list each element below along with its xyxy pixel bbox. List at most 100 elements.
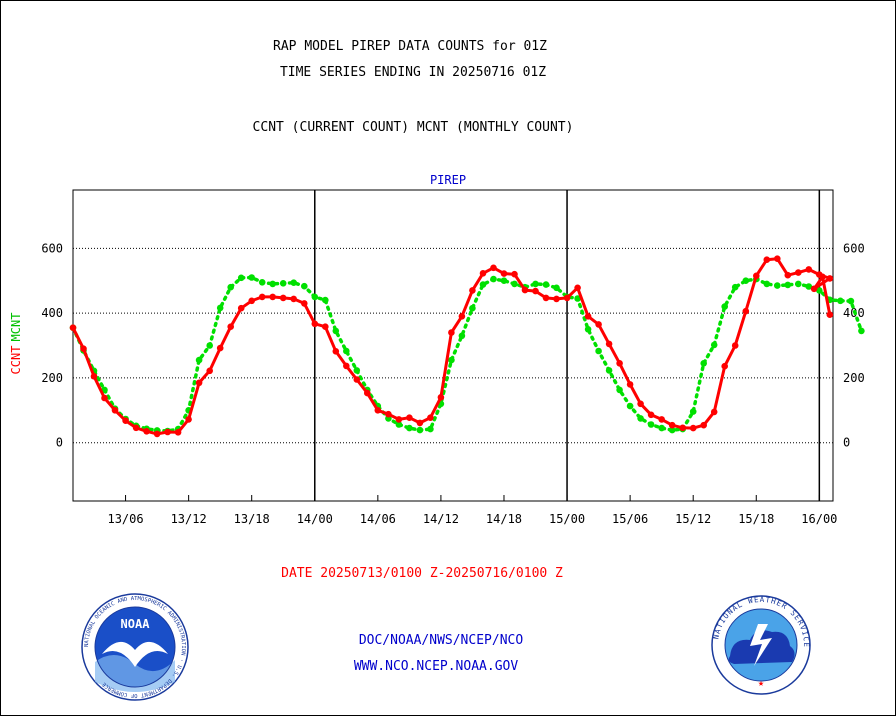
chart-subtitle: CCNT (CURRENT COUNT) MCNT (MONTHLY COUNT… <box>252 120 574 135</box>
xtick-label: 14/18 <box>486 512 522 526</box>
data-point-ccnt <box>542 294 550 302</box>
data-point-ccnt <box>595 321 602 328</box>
data-point-mcnt <box>448 356 455 364</box>
data-point-ccnt <box>731 342 739 349</box>
data-point-mcnt <box>689 408 697 415</box>
data-point-mcnt <box>269 280 277 288</box>
data-point-mcnt <box>731 283 739 291</box>
data-point-mcnt <box>395 421 403 428</box>
xtick-label: 13/18 <box>234 512 270 526</box>
data-point-mcnt <box>490 275 497 283</box>
nws-logo: ★ NATIONAL WEATHER SERVICE <box>711 595 811 695</box>
data-point-ccnt <box>80 345 87 353</box>
data-point-mcnt <box>542 281 550 288</box>
data-point-ccnt <box>616 360 623 367</box>
data-point-mcnt <box>511 280 518 288</box>
data-point-ccnt <box>574 284 581 292</box>
data-point-ccnt <box>132 424 140 432</box>
xtick-label: 13/06 <box>107 512 143 526</box>
data-point-ccnt <box>122 417 129 425</box>
data-point-ccnt <box>258 293 266 301</box>
data-point-mcnt <box>816 287 823 294</box>
ylabel-ccnt: CCNT <box>9 346 23 375</box>
data-point-mcnt <box>479 281 487 288</box>
data-point-mcnt <box>795 280 802 288</box>
data-point-ccnt <box>416 419 424 427</box>
data-point-mcnt <box>237 274 245 282</box>
data-point-ccnt <box>826 311 834 319</box>
data-point-ccnt <box>563 294 571 302</box>
url-line: WWW.NCO.NCEP.NOAA.GOV <box>353 659 519 674</box>
data-point-ccnt <box>301 300 308 307</box>
data-point-mcnt <box>553 284 560 292</box>
data-point-ccnt <box>584 313 592 320</box>
data-point-ccnt <box>511 270 518 278</box>
data-point-ccnt <box>227 323 234 331</box>
grid-lines <box>73 247 833 444</box>
y-axis-labels: CCNT MCNT <box>9 313 23 375</box>
data-point-mcnt <box>668 426 676 434</box>
data-point-ccnt <box>69 324 77 332</box>
data-point-ccnt <box>753 272 760 280</box>
data-point-mcnt <box>574 295 581 302</box>
data-point-mcnt <box>858 327 865 335</box>
data-point-ccnt <box>343 362 350 370</box>
data-point-ccnt <box>111 407 119 414</box>
data-point-mcnt <box>406 424 413 432</box>
ytick-right-200: 200 <box>843 371 865 385</box>
chart-title-line-1: RAP MODEL PIREP DATA COUNTS for 01Z <box>273 39 547 54</box>
data-point-mcnt <box>500 277 508 285</box>
xtick-label: 16/00 <box>801 512 837 526</box>
data-point-mcnt <box>206 342 213 349</box>
data-point-mcnt <box>616 386 623 394</box>
data-point-ccnt <box>795 269 802 276</box>
data-point-ccnt <box>216 344 224 352</box>
data-point-ccnt <box>689 424 697 432</box>
data-point-mcnt <box>353 367 361 374</box>
data-point-ccnt <box>469 287 476 294</box>
series-layer <box>69 255 865 438</box>
ytick-left-600: 600 <box>41 241 63 255</box>
data-point-ccnt <box>826 275 834 282</box>
data-point-ccnt <box>195 379 203 387</box>
data-point-ccnt <box>248 297 255 305</box>
data-point-mcnt <box>258 279 266 286</box>
ytick-left-0: 0 <box>56 436 63 450</box>
data-point-mcnt <box>774 282 781 289</box>
data-point-ccnt <box>153 430 161 438</box>
ytick-left-200: 200 <box>41 371 63 385</box>
data-point-mcnt <box>847 297 855 305</box>
data-point-mcnt <box>784 281 792 289</box>
nws-star-icon: ★ <box>758 678 764 689</box>
data-point-mcnt <box>658 424 665 432</box>
plot-title: PIREP <box>430 173 466 187</box>
xtick-label: 14/06 <box>360 512 396 526</box>
data-point-ccnt <box>700 421 707 429</box>
xtick-label: 14/12 <box>423 512 459 526</box>
data-point-ccnt <box>605 340 613 348</box>
data-point-ccnt <box>763 256 771 264</box>
data-point-mcnt <box>332 327 340 335</box>
data-point-mcnt <box>742 277 750 285</box>
data-point-ccnt <box>742 307 750 315</box>
data-point-mcnt <box>301 282 308 290</box>
data-point-mcnt <box>532 280 539 288</box>
data-point-ccnt <box>364 389 371 397</box>
data-point-mcnt <box>584 326 592 333</box>
data-point-ccnt <box>721 362 728 370</box>
ytick-right-600: 600 <box>843 241 865 255</box>
data-point-ccnt <box>637 400 644 408</box>
chart-title-line-2: TIME SERIES ENDING IN 20250716 01Z <box>279 65 547 80</box>
series-ccnt <box>69 255 834 438</box>
data-point-ccnt <box>90 373 98 380</box>
data-point-ccnt <box>553 295 560 303</box>
series-line-mcnt <box>71 275 864 433</box>
data-point-ccnt <box>458 313 466 320</box>
data-point-ccnt <box>819 273 826 281</box>
data-point-ccnt <box>710 408 718 416</box>
data-point-ccnt <box>322 323 329 331</box>
data-point-ccnt <box>206 367 213 375</box>
data-point-ccnt <box>500 270 508 277</box>
